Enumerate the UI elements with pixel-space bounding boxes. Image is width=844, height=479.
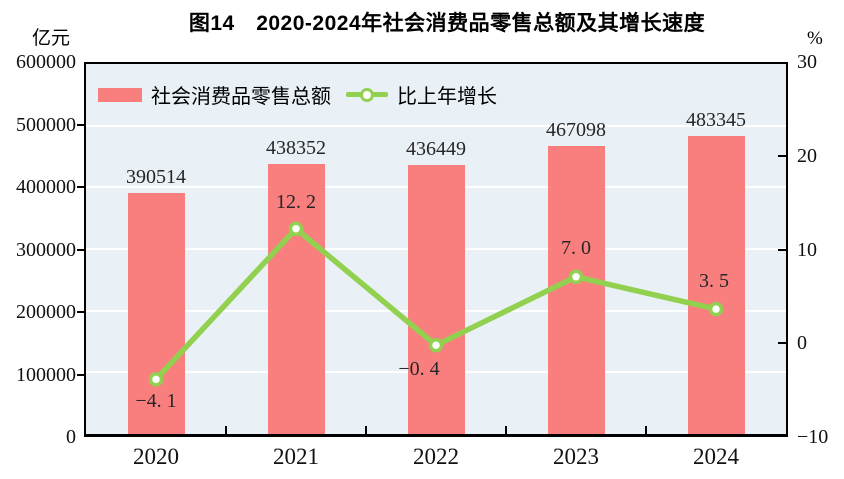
- left-axis-tick-label: 0: [66, 426, 76, 448]
- bar-value-label: 438352: [266, 136, 326, 159]
- line-marker: [568, 269, 584, 285]
- left-axis-tick-label: 600000: [16, 51, 76, 73]
- line-marker: [428, 337, 444, 353]
- right-axis-tick-label: 10: [797, 238, 817, 261]
- right-axis-tick-label: 0: [797, 332, 807, 355]
- bar-series-swatch-icon: [98, 87, 142, 102]
- x-axis-boundary-tickmark: [225, 426, 227, 434]
- right-axis-tickmark: [778, 248, 786, 251]
- left-axis-tick-label: 200000: [16, 301, 76, 323]
- x-axis-category-label: 2020: [133, 444, 179, 469]
- growth-line: [153, 225, 719, 383]
- legend-label-bar-series: 社会消费品零售总额: [151, 86, 331, 108]
- left-axis-tickmark: [77, 186, 84, 188]
- bar: [127, 193, 185, 434]
- x-axis-category-label: 2023: [553, 444, 599, 469]
- left-axis-tickmark: [77, 311, 84, 313]
- left-axis-tickmark: [77, 248, 84, 251]
- left-axis-tickmark: [77, 373, 84, 376]
- x-axis-category-label: 2021: [273, 444, 319, 469]
- x-axis-boundary-tickmark: [505, 426, 507, 434]
- left-axis-tick-label: 100000: [16, 363, 76, 386]
- legend-label-line-series: 比上年增长: [397, 86, 497, 108]
- bar: [687, 135, 745, 434]
- left-axis-tick-label: 500000: [16, 113, 76, 136]
- left-axis-unit-label: 亿元: [32, 28, 71, 49]
- line-value-label: −0. 4: [398, 358, 440, 381]
- chart-title: 图14 2020-2024年社会消费品零售总额及其增长速度: [188, 12, 706, 35]
- left-axis-tickmark: [77, 123, 84, 126]
- x-axis-category-label: 2024: [693, 444, 739, 469]
- line-value-label: 7. 0: [561, 236, 591, 259]
- right-axis-tickmark: [778, 154, 786, 157]
- right-axis-unit-label: %: [807, 28, 823, 49]
- line-series-swatch-icon: [346, 87, 388, 102]
- right-axis-tick-label: 20: [797, 144, 817, 167]
- x-axis-boundary-tickmark: [365, 426, 367, 434]
- plot-area: 社会消费品零售总额 比上年增长 390514 438352 436449 467098…: [84, 62, 788, 437]
- left-axis-tick-label: 400000: [16, 176, 76, 198]
- line-value-label: 3. 5: [699, 270, 729, 293]
- right-axis-tick-label: −10: [797, 426, 829, 448]
- line-marker: [148, 372, 164, 387]
- bar: [407, 164, 465, 434]
- bar: [267, 163, 325, 434]
- right-axis-tickmark: [778, 342, 786, 345]
- right-axis-tick-label: 30: [797, 51, 817, 73]
- line-value-label: −4. 1: [135, 390, 177, 413]
- line-marker: [708, 301, 724, 317]
- bar-value-label: 436449: [406, 137, 466, 160]
- legend: 社会消费品零售总额 比上年增长: [98, 80, 497, 109]
- growth-line-layer: [148, 221, 724, 387]
- left-axis-tick-label: 300000: [16, 238, 76, 261]
- bar: [547, 146, 605, 434]
- bar-value-label: 483345: [686, 108, 746, 131]
- bar-value-label: 467098: [546, 119, 606, 141]
- x-axis-category-label: 2022: [413, 444, 459, 469]
- line-marker: [288, 221, 304, 236]
- line-value-label: 12. 2: [276, 190, 316, 213]
- bar-value-label: 390514: [126, 166, 186, 189]
- gridline: [86, 124, 786, 127]
- x-axis-boundary-tickmark: [645, 426, 647, 434]
